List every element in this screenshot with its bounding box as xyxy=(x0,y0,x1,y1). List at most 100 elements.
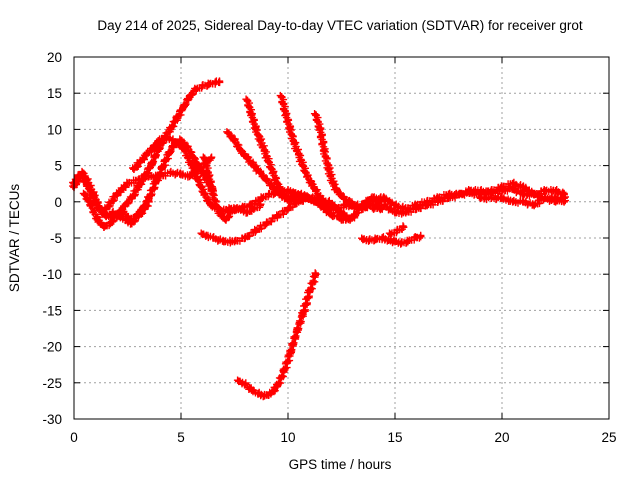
y-tick-label: 0 xyxy=(54,195,62,210)
data-point xyxy=(119,208,128,217)
data-point xyxy=(269,183,277,192)
data-point xyxy=(213,205,222,213)
data-point xyxy=(434,198,442,206)
data-point xyxy=(217,212,226,221)
series-arc-2 xyxy=(69,77,224,222)
data-point xyxy=(380,194,389,202)
data-point xyxy=(181,147,190,155)
data-point xyxy=(320,205,329,213)
data-point xyxy=(333,187,342,195)
data-point xyxy=(303,194,312,202)
data-point xyxy=(230,205,239,213)
y-tick-label: 20 xyxy=(47,50,62,65)
data-point xyxy=(277,187,286,195)
data-point xyxy=(333,212,342,221)
data-point xyxy=(498,194,506,202)
data-point xyxy=(498,183,506,192)
series-arc-14 xyxy=(385,222,408,239)
data-point xyxy=(350,212,359,221)
data-point xyxy=(541,187,549,195)
data-point xyxy=(149,143,157,152)
chart-title: Day 214 of 2025, Sidereal Day-to-day VTE… xyxy=(97,18,582,33)
data-point xyxy=(290,140,299,148)
series-arc-17 xyxy=(475,193,569,210)
data-point xyxy=(102,212,110,221)
data-point xyxy=(185,93,194,101)
data-point xyxy=(198,230,207,239)
data-point xyxy=(519,183,528,192)
data-point xyxy=(329,201,337,210)
data-point xyxy=(237,205,245,213)
data-point xyxy=(187,161,196,170)
data-point xyxy=(341,212,350,221)
y-tick-label: -5 xyxy=(50,231,62,246)
data-point xyxy=(256,169,264,177)
data-point xyxy=(198,82,207,90)
data-point xyxy=(200,154,209,163)
data-point xyxy=(305,288,314,297)
data-point xyxy=(222,216,230,224)
data-point xyxy=(155,136,164,145)
data-point xyxy=(339,201,348,210)
data-point xyxy=(249,205,258,213)
data-point xyxy=(157,165,166,174)
x-tick-label: 20 xyxy=(494,430,509,445)
data-point xyxy=(324,208,333,217)
data-point xyxy=(78,169,87,177)
data-point xyxy=(333,205,342,213)
data-point xyxy=(166,169,175,177)
data-point xyxy=(519,190,528,199)
data-point xyxy=(130,165,138,174)
x-tick-label: 25 xyxy=(601,430,616,445)
data-point xyxy=(369,205,378,213)
data-point xyxy=(380,201,389,210)
y-axis-label: SDTVAR / TECUs xyxy=(7,184,22,293)
series-arc-13 xyxy=(358,231,425,248)
data-point xyxy=(307,179,316,188)
data-point xyxy=(346,198,354,206)
data-point xyxy=(113,190,121,199)
data-point xyxy=(312,270,320,278)
series-arc-12 xyxy=(233,269,320,401)
data-point xyxy=(243,154,252,163)
data-point xyxy=(386,230,395,239)
data-point xyxy=(267,389,275,398)
data-point xyxy=(252,125,260,134)
data-point xyxy=(391,237,399,246)
data-point xyxy=(102,205,110,213)
data-point xyxy=(136,158,145,166)
y-tick-label: -15 xyxy=(42,303,62,318)
data-point xyxy=(89,190,98,199)
data-point xyxy=(153,147,162,155)
data-point xyxy=(147,161,155,170)
data-point xyxy=(166,125,175,134)
data-point xyxy=(320,147,329,155)
data-point xyxy=(299,161,307,170)
data-point xyxy=(125,216,134,224)
data-point xyxy=(123,179,132,188)
data-point xyxy=(299,310,307,318)
data-point xyxy=(162,132,170,141)
data-point xyxy=(168,136,177,145)
data-point xyxy=(134,176,142,184)
data-point xyxy=(262,219,271,228)
data-point xyxy=(294,196,303,205)
data-point xyxy=(138,205,147,213)
data-point xyxy=(286,350,294,358)
data-point xyxy=(132,212,140,221)
y-tick-label: -10 xyxy=(42,267,62,282)
data-point xyxy=(410,234,419,242)
data-point xyxy=(444,194,453,202)
data-point xyxy=(256,136,264,145)
data-point xyxy=(404,237,412,246)
data-point xyxy=(391,201,399,210)
data-point xyxy=(290,198,299,206)
data-point xyxy=(337,208,346,217)
data-point xyxy=(466,189,474,197)
y-tick-label: 15 xyxy=(47,86,62,101)
data-point xyxy=(397,239,406,247)
data-point xyxy=(192,85,200,94)
data-point xyxy=(273,179,282,188)
data-point xyxy=(226,208,235,217)
